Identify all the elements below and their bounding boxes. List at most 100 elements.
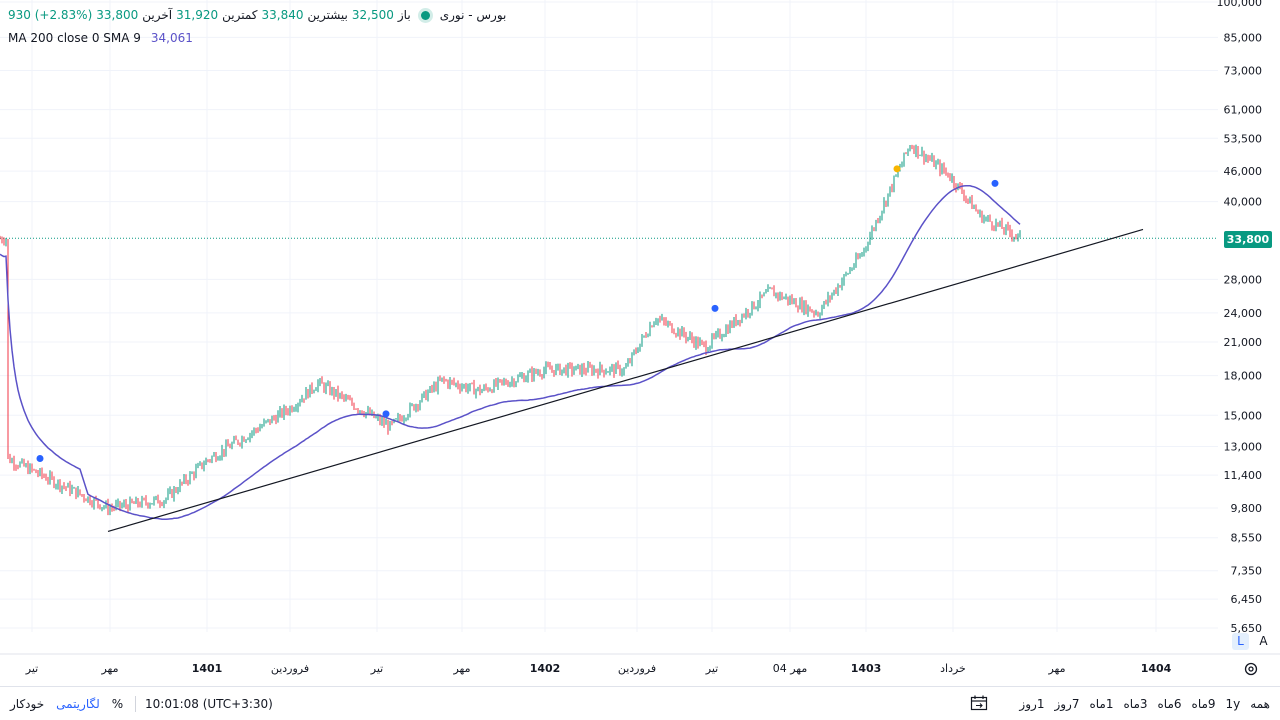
candle-body bbox=[985, 218, 987, 220]
candle-body bbox=[371, 411, 373, 415]
candle-body bbox=[73, 487, 75, 489]
candle-body bbox=[67, 483, 69, 488]
candle-body bbox=[253, 428, 255, 433]
candle-body bbox=[329, 384, 331, 394]
candle-body bbox=[485, 386, 487, 389]
auto-scale-toggle[interactable]: خودکار bbox=[10, 696, 45, 711]
candle-body bbox=[973, 207, 975, 209]
candle-body bbox=[347, 397, 349, 400]
candle-body bbox=[309, 384, 311, 398]
log-scale-button[interactable]: L bbox=[1232, 633, 1249, 650]
timeframe-button[interactable]: 3ماه bbox=[1123, 696, 1148, 711]
candle-body bbox=[665, 321, 667, 325]
candle-body bbox=[33, 469, 35, 471]
y-tick-label: 6,450 bbox=[1231, 593, 1263, 606]
bottom-toolbar: خودکار لگاریتمی % 10:01:08 (UTC+3:30) هم… bbox=[0, 686, 1280, 720]
time-axis[interactable]: تیر مهر 1401 فروردین تیر مهر 1402 فروردین تیر 04 … bbox=[25, 662, 1172, 675]
candle-body bbox=[353, 404, 355, 409]
candle-body bbox=[567, 364, 569, 375]
candle-body bbox=[555, 366, 557, 375]
candle-body bbox=[37, 472, 39, 475]
candle-body bbox=[699, 341, 701, 346]
percent-scale-toggle[interactable]: % bbox=[111, 696, 124, 711]
candle-body bbox=[941, 165, 943, 173]
timeframe-button[interactable]: 6ماه bbox=[1157, 696, 1182, 711]
candle-body bbox=[955, 185, 957, 189]
candle-body bbox=[287, 411, 289, 414]
candle-body bbox=[367, 410, 369, 413]
timeframe-button[interactable]: 1ماه bbox=[1089, 696, 1114, 711]
candle-body bbox=[89, 496, 91, 504]
candle-body bbox=[323, 383, 325, 391]
y-tick-label: 24,000 bbox=[1224, 307, 1263, 320]
candle-body bbox=[765, 291, 767, 294]
candle-body bbox=[781, 293, 783, 299]
timeframe-button[interactable]: 1y bbox=[1225, 696, 1241, 711]
candle-body bbox=[905, 152, 907, 154]
candle-body bbox=[251, 432, 253, 435]
symbol-name[interactable]: بورس - نوری bbox=[439, 8, 507, 22]
candle-body bbox=[767, 287, 769, 292]
candle-body bbox=[255, 428, 257, 430]
timeframe-button[interactable]: 9ماه bbox=[1191, 696, 1216, 711]
auto-scale-button[interactable]: A bbox=[1259, 634, 1268, 648]
x-tick-label: تیر bbox=[370, 662, 383, 675]
candle-body bbox=[375, 417, 377, 419]
ma-line bbox=[0, 184, 1021, 521]
candle-body bbox=[381, 419, 383, 423]
candle-body bbox=[755, 307, 757, 309]
candle-body bbox=[917, 146, 919, 156]
candle-body bbox=[691, 335, 693, 340]
candle-body bbox=[343, 395, 345, 399]
candles bbox=[0, 144, 1021, 516]
candle-body bbox=[169, 489, 171, 493]
candle-body bbox=[711, 335, 713, 347]
ma-label[interactable]: MA 200 close 0 SMA 9 bbox=[8, 31, 141, 45]
candle-body bbox=[845, 273, 847, 275]
candle-body bbox=[143, 498, 145, 500]
signal-marker bbox=[382, 410, 390, 418]
candle-body bbox=[141, 498, 143, 507]
trend-line[interactable] bbox=[107, 228, 1144, 533]
candle-body bbox=[951, 176, 953, 180]
candle-body bbox=[457, 383, 459, 388]
candle-body bbox=[11, 459, 13, 463]
candle-body bbox=[835, 290, 837, 293]
candle-body bbox=[847, 273, 849, 275]
chart-area[interactable]: 100,000 85,000 73,000 61,000 53,500 46,000 40,… bbox=[0, 0, 1280, 686]
candle-body bbox=[185, 476, 187, 482]
candle-body bbox=[159, 503, 161, 505]
timeframe-button[interactable]: 7روز bbox=[1054, 696, 1080, 711]
x-tick-label: فروردین bbox=[271, 662, 309, 675]
candle-body bbox=[203, 464, 205, 468]
candle-body bbox=[591, 366, 593, 374]
candle-body bbox=[1007, 225, 1009, 228]
candle-body bbox=[65, 486, 67, 488]
candle-body bbox=[181, 482, 183, 484]
close-value: 33,800 bbox=[96, 8, 139, 22]
y-tick-label: 46,000 bbox=[1224, 165, 1263, 178]
candle-body bbox=[201, 462, 203, 468]
candle-body bbox=[689, 335, 691, 338]
candle-body bbox=[187, 481, 189, 483]
candle-body bbox=[907, 149, 909, 154]
candle-body bbox=[55, 485, 57, 487]
timezone-clock[interactable]: 10:01:08 (UTC+3:30) bbox=[145, 696, 273, 711]
timeframe-button[interactable]: 1روز bbox=[1019, 696, 1045, 711]
candle-body bbox=[207, 459, 209, 461]
candle-body bbox=[801, 300, 803, 311]
candle-body bbox=[671, 323, 673, 333]
candle-body bbox=[987, 217, 989, 219]
candle-body bbox=[441, 377, 443, 381]
candle-body bbox=[317, 382, 319, 390]
calendar-goto-icon[interactable] bbox=[970, 695, 988, 711]
candle-body bbox=[945, 170, 947, 173]
candle-body bbox=[603, 369, 605, 374]
candle-body bbox=[411, 404, 413, 406]
candle-body bbox=[571, 365, 573, 373]
candle-body bbox=[61, 485, 63, 490]
price-axis[interactable]: 100,000 85,000 73,000 61,000 53,500 46,000 40,… bbox=[1217, 0, 1263, 635]
timeframe-button[interactable]: همه bbox=[1250, 696, 1270, 711]
gear-icon[interactable] bbox=[1243, 661, 1259, 677]
log-scale-toggle[interactable]: لگاریتمی bbox=[56, 696, 100, 711]
